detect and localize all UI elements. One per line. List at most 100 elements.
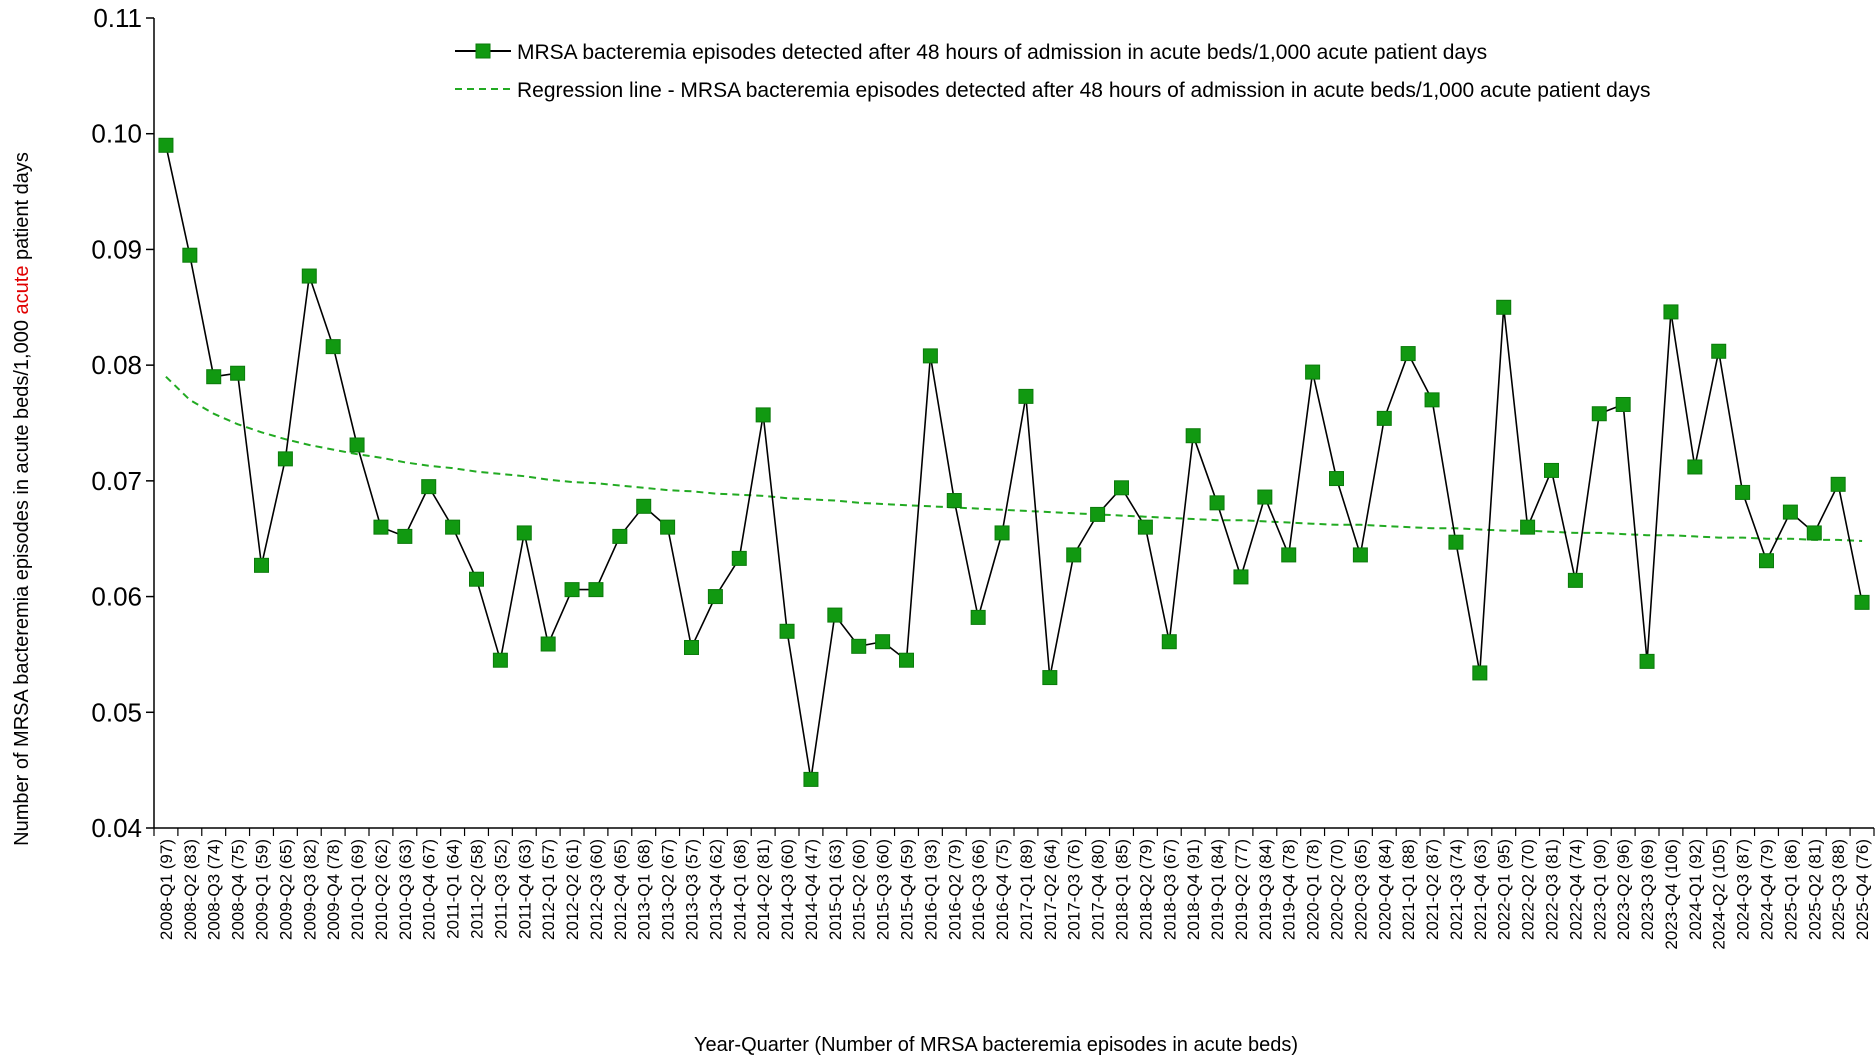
data-point-marker [182, 247, 198, 263]
x-tick-label: 2014-Q1 (68) [730, 839, 749, 940]
x-tick-label: 2011-Q4 (63) [515, 839, 534, 939]
x-tick-label: 2012-Q2 (61) [563, 839, 582, 940]
x-tick-label: 2023-Q3 (69) [1638, 839, 1657, 940]
x-tick-label: 2021-Q2 (87) [1423, 839, 1442, 940]
data-point-marker [660, 519, 676, 535]
data-point-marker [1090, 506, 1106, 522]
x-tick-label: 2020-Q4 (84) [1375, 839, 1394, 940]
y-tick-label: 0.06 [91, 582, 142, 612]
legend-label-observed: MRSA bacteremia episodes detected after … [517, 41, 1487, 64]
x-tick-label: 2011-Q1 (64) [444, 839, 463, 939]
x-tick-label: 2017-Q1 (89) [1017, 839, 1036, 940]
x-tick-label: 2023-Q4 (106) [1662, 839, 1681, 950]
data-point-marker [469, 571, 484, 587]
x-tick-label: 2024-Q3 (87) [1734, 839, 1753, 940]
data-point-marker [254, 557, 269, 573]
data-point-marker [1305, 364, 1321, 380]
x-tick-label: 2019-Q2 (77) [1232, 839, 1251, 940]
x-axis: 2008-Q1 (97) 2008-Q2 (83) 2008-Q3 (74) 2008… [153, 827, 1875, 950]
legend: MRSA bacteremia episodes detected after … [455, 41, 1651, 102]
data-point-marker [851, 638, 867, 654]
x-tick-label: 2023-Q1 (90) [1590, 839, 1609, 940]
x-tick-label: 2010-Q3 (63) [396, 839, 415, 940]
x-tick-label: 2016-Q1 (93) [921, 839, 940, 940]
x-tick-label: 2025-Q4 (76) [1853, 839, 1872, 940]
data-point-marker [1544, 462, 1559, 478]
x-tick-label: 2018-Q3 (67) [1160, 839, 1179, 940]
y-tick-label: 0.07 [91, 466, 142, 496]
data-point-marker [1759, 553, 1774, 569]
x-tick-label: 2009-Q4 (78) [324, 839, 343, 940]
data-point-marker [325, 339, 341, 355]
x-tick-label: 2020-Q2 (70) [1328, 839, 1347, 940]
data-point-marker [1806, 525, 1822, 541]
data-point-marker [1735, 484, 1751, 500]
x-tick-label: 2010-Q2 (62) [372, 839, 391, 940]
data-point-marker [301, 268, 317, 284]
data-point-marker [1591, 406, 1607, 422]
data-point-marker [1854, 594, 1870, 610]
data-point-marker [1281, 547, 1297, 563]
data-point-marker [1329, 471, 1344, 487]
x-tick-label: 2012-Q4 (65) [611, 839, 630, 940]
data-point-marker [946, 493, 962, 509]
x-tick-label: 2024-Q2 (105) [1710, 839, 1729, 950]
data-point-marker [349, 437, 365, 453]
x-tick-label: 2019-Q1 (84) [1208, 839, 1227, 940]
data-point-marker [564, 582, 580, 598]
data-point-marker [1376, 410, 1392, 426]
data-point-marker [899, 652, 914, 668]
x-tick-label: 2019-Q4 (78) [1280, 839, 1299, 940]
legend-label-regression: Regression line - MRSA bacteremia episod… [517, 79, 1651, 102]
data-point-marker [636, 498, 652, 514]
x-tick-label: 2021-Q3 (74) [1447, 839, 1466, 940]
data-point-marker [1209, 495, 1225, 511]
y-axis-title: Number of MRSA bacteremia episodes in ac… [11, 152, 33, 846]
observed-series-line [165, 145, 1863, 780]
x-tick-label: 2021-Q1 (88) [1399, 839, 1418, 940]
data-point-marker [1257, 489, 1273, 505]
x-tick-label: 2022-Q3 (81) [1543, 839, 1562, 940]
y-tick-label: 0.11 [93, 3, 142, 33]
x-tick-label: 2025-Q3 (88) [1829, 839, 1848, 940]
data-point-marker [684, 639, 699, 655]
data-point-marker [1161, 634, 1177, 650]
data-point-marker [922, 348, 938, 364]
data-point-marker [158, 137, 174, 153]
data-point-marker [1687, 459, 1703, 475]
plot-area [158, 137, 1870, 787]
x-tick-label: 2009-Q2 (65) [276, 839, 295, 940]
data-point-marker [1233, 569, 1249, 585]
x-tick-label: 2013-Q1 (68) [635, 839, 654, 940]
x-tick-label: 2019-Q3 (84) [1256, 839, 1275, 940]
data-point-marker [1424, 392, 1440, 408]
x-tick-label: 2010-Q4 (67) [420, 839, 439, 940]
x-tick-label: 2014-Q2 (81) [754, 839, 773, 940]
x-tick-label: 2017-Q4 (80) [1089, 839, 1108, 940]
x-tick-label: 2022-Q4 (74) [1566, 839, 1585, 940]
x-tick-label: 2020-Q3 (65) [1351, 839, 1370, 940]
data-point-marker [445, 519, 461, 535]
data-point-marker [1018, 388, 1034, 404]
data-point-marker [1448, 534, 1464, 550]
x-tick-label: 2015-Q2 (60) [850, 839, 869, 940]
data-point-marker [373, 519, 389, 535]
x-tick-label: 2009-Q3 (82) [300, 839, 319, 940]
data-point-marker [1520, 519, 1536, 535]
legend-observed-marker-swatch [475, 43, 491, 59]
data-point-marker [492, 652, 508, 668]
x-tick-label: 2010-Q1 (69) [348, 839, 367, 940]
x-tick-label: 2024-Q1 (92) [1686, 839, 1705, 940]
data-point-marker [875, 634, 891, 650]
x-tick-label: 2022-Q1 (95) [1495, 839, 1514, 940]
data-point-marker [277, 451, 293, 467]
x-tick-label: 2011-Q3 (52) [491, 839, 510, 939]
x-tick-label: 2016-Q2 (79) [945, 839, 964, 940]
x-tick-label: 2015-Q4 (59) [898, 839, 917, 940]
data-point-marker [1137, 519, 1153, 535]
data-point-marker [1042, 670, 1058, 686]
data-point-marker [1711, 343, 1727, 359]
data-point-marker [1066, 547, 1082, 563]
x-tick-label: 2008-Q1 (97) [157, 839, 176, 940]
